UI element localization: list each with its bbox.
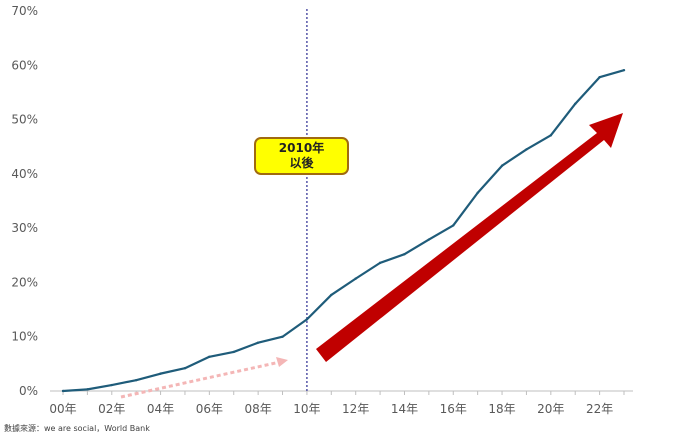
data-point bbox=[378, 261, 382, 265]
y-tick-label: 40% bbox=[11, 167, 38, 181]
data-point bbox=[574, 102, 577, 106]
x-tick-label: 04年 bbox=[147, 402, 174, 416]
y-tick-label: 70% bbox=[11, 4, 38, 18]
data-point bbox=[452, 224, 455, 227]
x-tick-label: 18年 bbox=[488, 402, 515, 416]
y-tick-label: 60% bbox=[11, 58, 38, 72]
y-axis-labels: 0% 10% 20% 30% 40% 50% 60% 70% bbox=[11, 4, 38, 398]
data-point bbox=[549, 134, 553, 137]
y-tick-label: 10% bbox=[11, 330, 38, 344]
data-point bbox=[183, 367, 187, 370]
small-trend-arrow bbox=[120, 357, 288, 399]
big-trend-arrow bbox=[316, 113, 623, 362]
x-tick-label: 16年 bbox=[440, 402, 467, 416]
data-point bbox=[305, 318, 309, 321]
data-point bbox=[256, 341, 260, 344]
source-note: 數據來源：we are social，World Bank bbox=[4, 424, 150, 433]
data-point bbox=[208, 355, 211, 358]
data-point bbox=[134, 378, 138, 382]
data-point bbox=[598, 76, 601, 79]
data-point bbox=[525, 148, 528, 151]
data-point bbox=[110, 383, 113, 387]
data-point bbox=[232, 350, 235, 354]
data-point bbox=[500, 164, 504, 167]
x-axis-ticks bbox=[62, 391, 625, 395]
x-tick-label: 10年 bbox=[293, 402, 320, 416]
data-point bbox=[330, 293, 333, 297]
x-tick-label: 22年 bbox=[586, 402, 613, 416]
y-tick-label: 20% bbox=[11, 275, 38, 289]
data-point bbox=[61, 389, 65, 393]
y-tick-label: 0% bbox=[19, 384, 38, 398]
data-point bbox=[622, 68, 626, 72]
data-point bbox=[476, 191, 479, 195]
data-point bbox=[427, 238, 431, 241]
series-line bbox=[62, 69, 625, 393]
x-tick-label: 12年 bbox=[342, 402, 369, 416]
x-tick-label: 06年 bbox=[196, 402, 223, 416]
series-points bbox=[61, 68, 626, 393]
data-point bbox=[354, 277, 357, 280]
y-tick-label: 30% bbox=[11, 221, 38, 235]
annotation-2010-callout: 2010年 以後 bbox=[254, 137, 349, 175]
x-tick-label: 14年 bbox=[391, 402, 418, 416]
x-axis-labels: 00年 02年 04年 06年 08年 10年 12年 14年 16年 18年 20年 22年 bbox=[49, 402, 613, 416]
annotation-line1: 2010年 bbox=[278, 141, 325, 155]
data-point bbox=[159, 372, 162, 375]
x-tick-label: 08年 bbox=[244, 402, 271, 416]
annotation-line2: 以後 bbox=[289, 156, 314, 170]
data-point bbox=[281, 335, 284, 338]
data-point bbox=[86, 388, 89, 391]
x-tick-label: 00年 bbox=[49, 402, 76, 416]
x-tick-label: 20年 bbox=[537, 402, 564, 416]
x-tick-label: 02年 bbox=[98, 402, 125, 416]
data-point bbox=[403, 253, 406, 256]
y-tick-label: 50% bbox=[11, 113, 38, 127]
